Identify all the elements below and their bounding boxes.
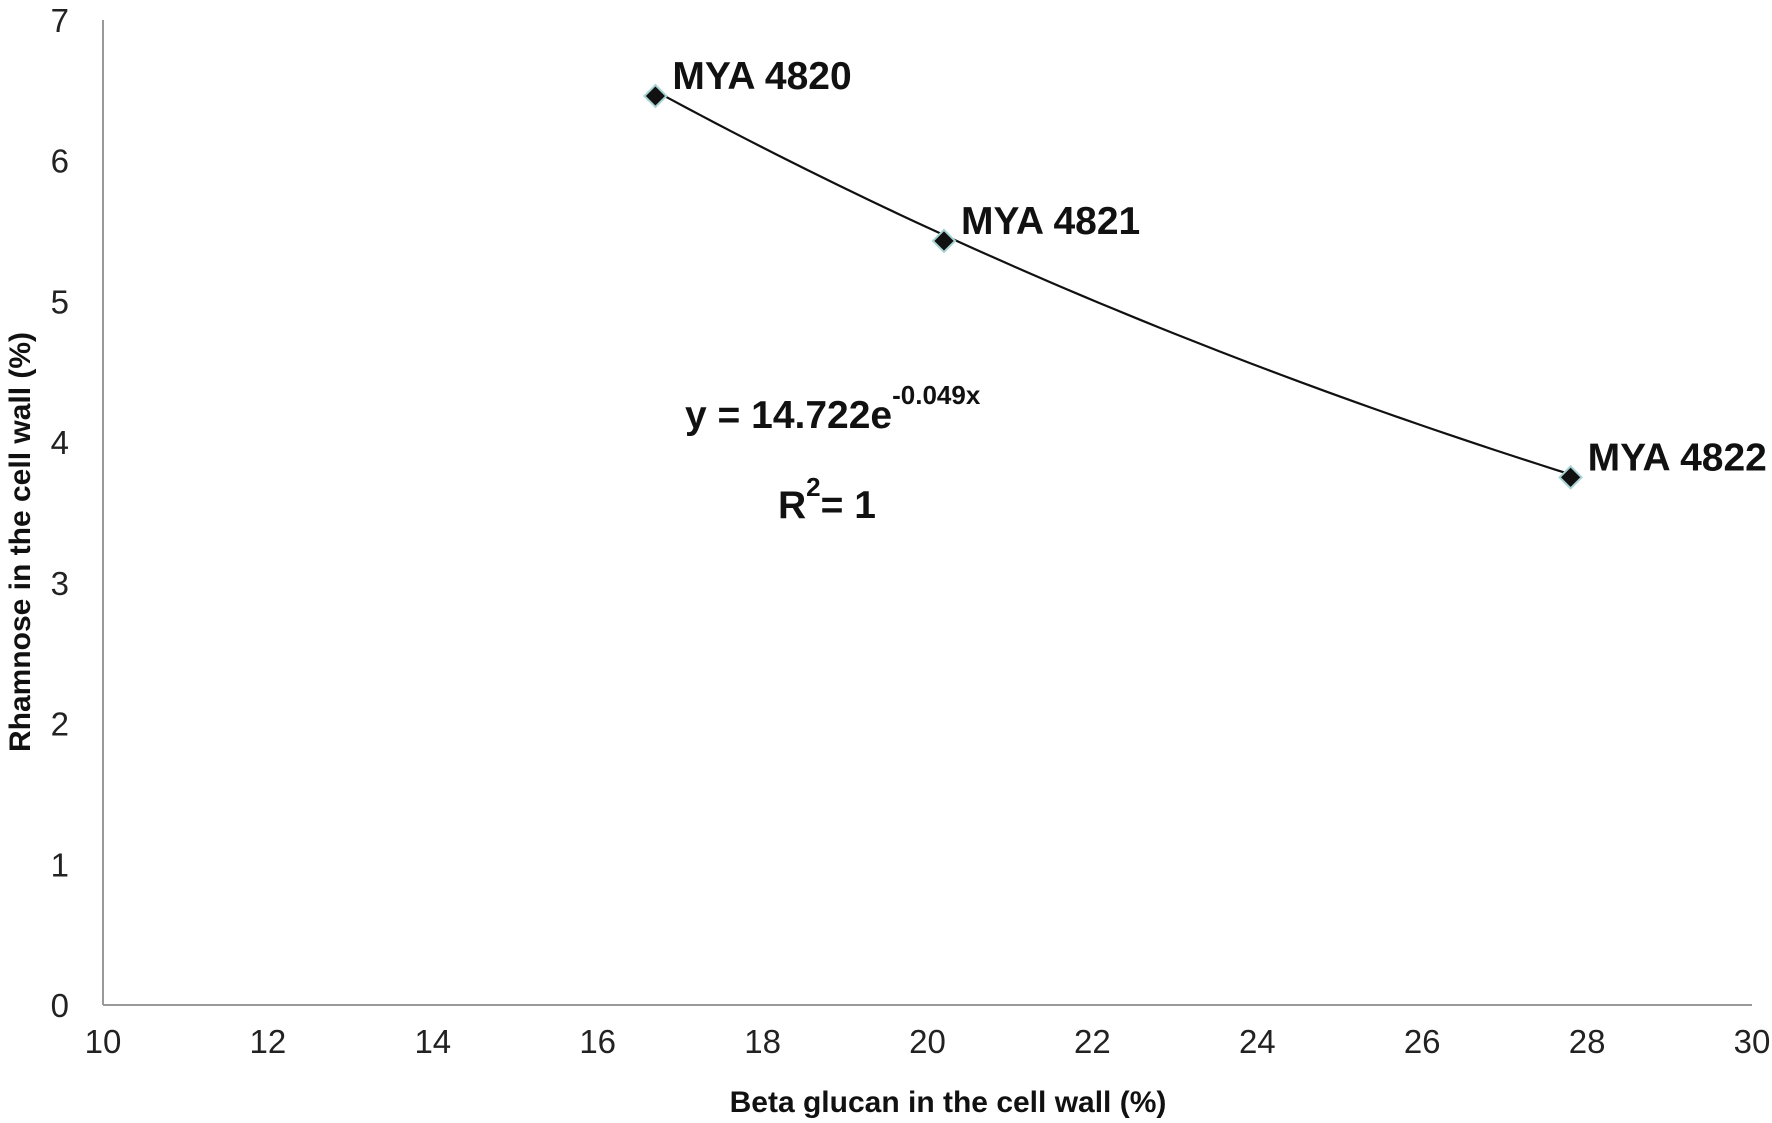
y-tick-label: 4 — [51, 424, 69, 461]
data-points — [643, 83, 1584, 490]
x-tick-label: 30 — [1734, 1023, 1771, 1060]
x-tick-label: 18 — [744, 1023, 781, 1060]
y-tick-label: 6 — [51, 143, 69, 180]
x-tick-label: 12 — [250, 1023, 287, 1060]
y-tick-label: 3 — [51, 565, 69, 602]
trendline — [654, 90, 1571, 476]
data-point-label: MYA 4820 — [672, 55, 851, 98]
y-tick-label: 2 — [51, 706, 69, 743]
y-tick-label: 5 — [51, 283, 69, 320]
x-tick-label: 28 — [1569, 1023, 1606, 1060]
x-axis-title: Beta glucan in the cell wall (%) — [730, 1086, 1167, 1119]
x-tick-labels: 10 12 14 16 18 20 22 24 26 28 30 — [85, 1023, 1771, 1060]
x-tick-label: 10 — [85, 1023, 122, 1060]
data-point-label: MYA 4822 — [1588, 436, 1767, 479]
y-tick-label: 0 — [51, 987, 69, 1024]
trendline-equation: y = 14.722e-0.049x — [685, 380, 981, 437]
x-tick-label: 14 — [414, 1023, 451, 1060]
y-tick-label: 1 — [51, 846, 69, 883]
data-point-label: MYA 4821 — [961, 200, 1140, 243]
y-axis-title: Rhamnose in the cell wall (%) — [4, 332, 37, 752]
axes — [102, 20, 1752, 1006]
y-tick-labels: 0 1 2 3 4 5 6 7 — [51, 2, 69, 1024]
r-squared-label: R2= 1 — [778, 472, 876, 527]
x-tick-label: 22 — [1074, 1023, 1111, 1060]
data-point-marker — [931, 228, 957, 254]
y-tick-label: 7 — [51, 2, 69, 39]
x-tick-label: 16 — [579, 1023, 616, 1060]
x-tick-label: 26 — [1404, 1023, 1441, 1060]
point-labels: MYA 4820 MYA 4821 MYA 4822 — [672, 55, 1766, 479]
data-point-marker — [1558, 464, 1584, 490]
x-tick-label: 20 — [909, 1023, 946, 1060]
x-tick-label: 24 — [1239, 1023, 1276, 1060]
data-point-marker — [643, 83, 668, 109]
